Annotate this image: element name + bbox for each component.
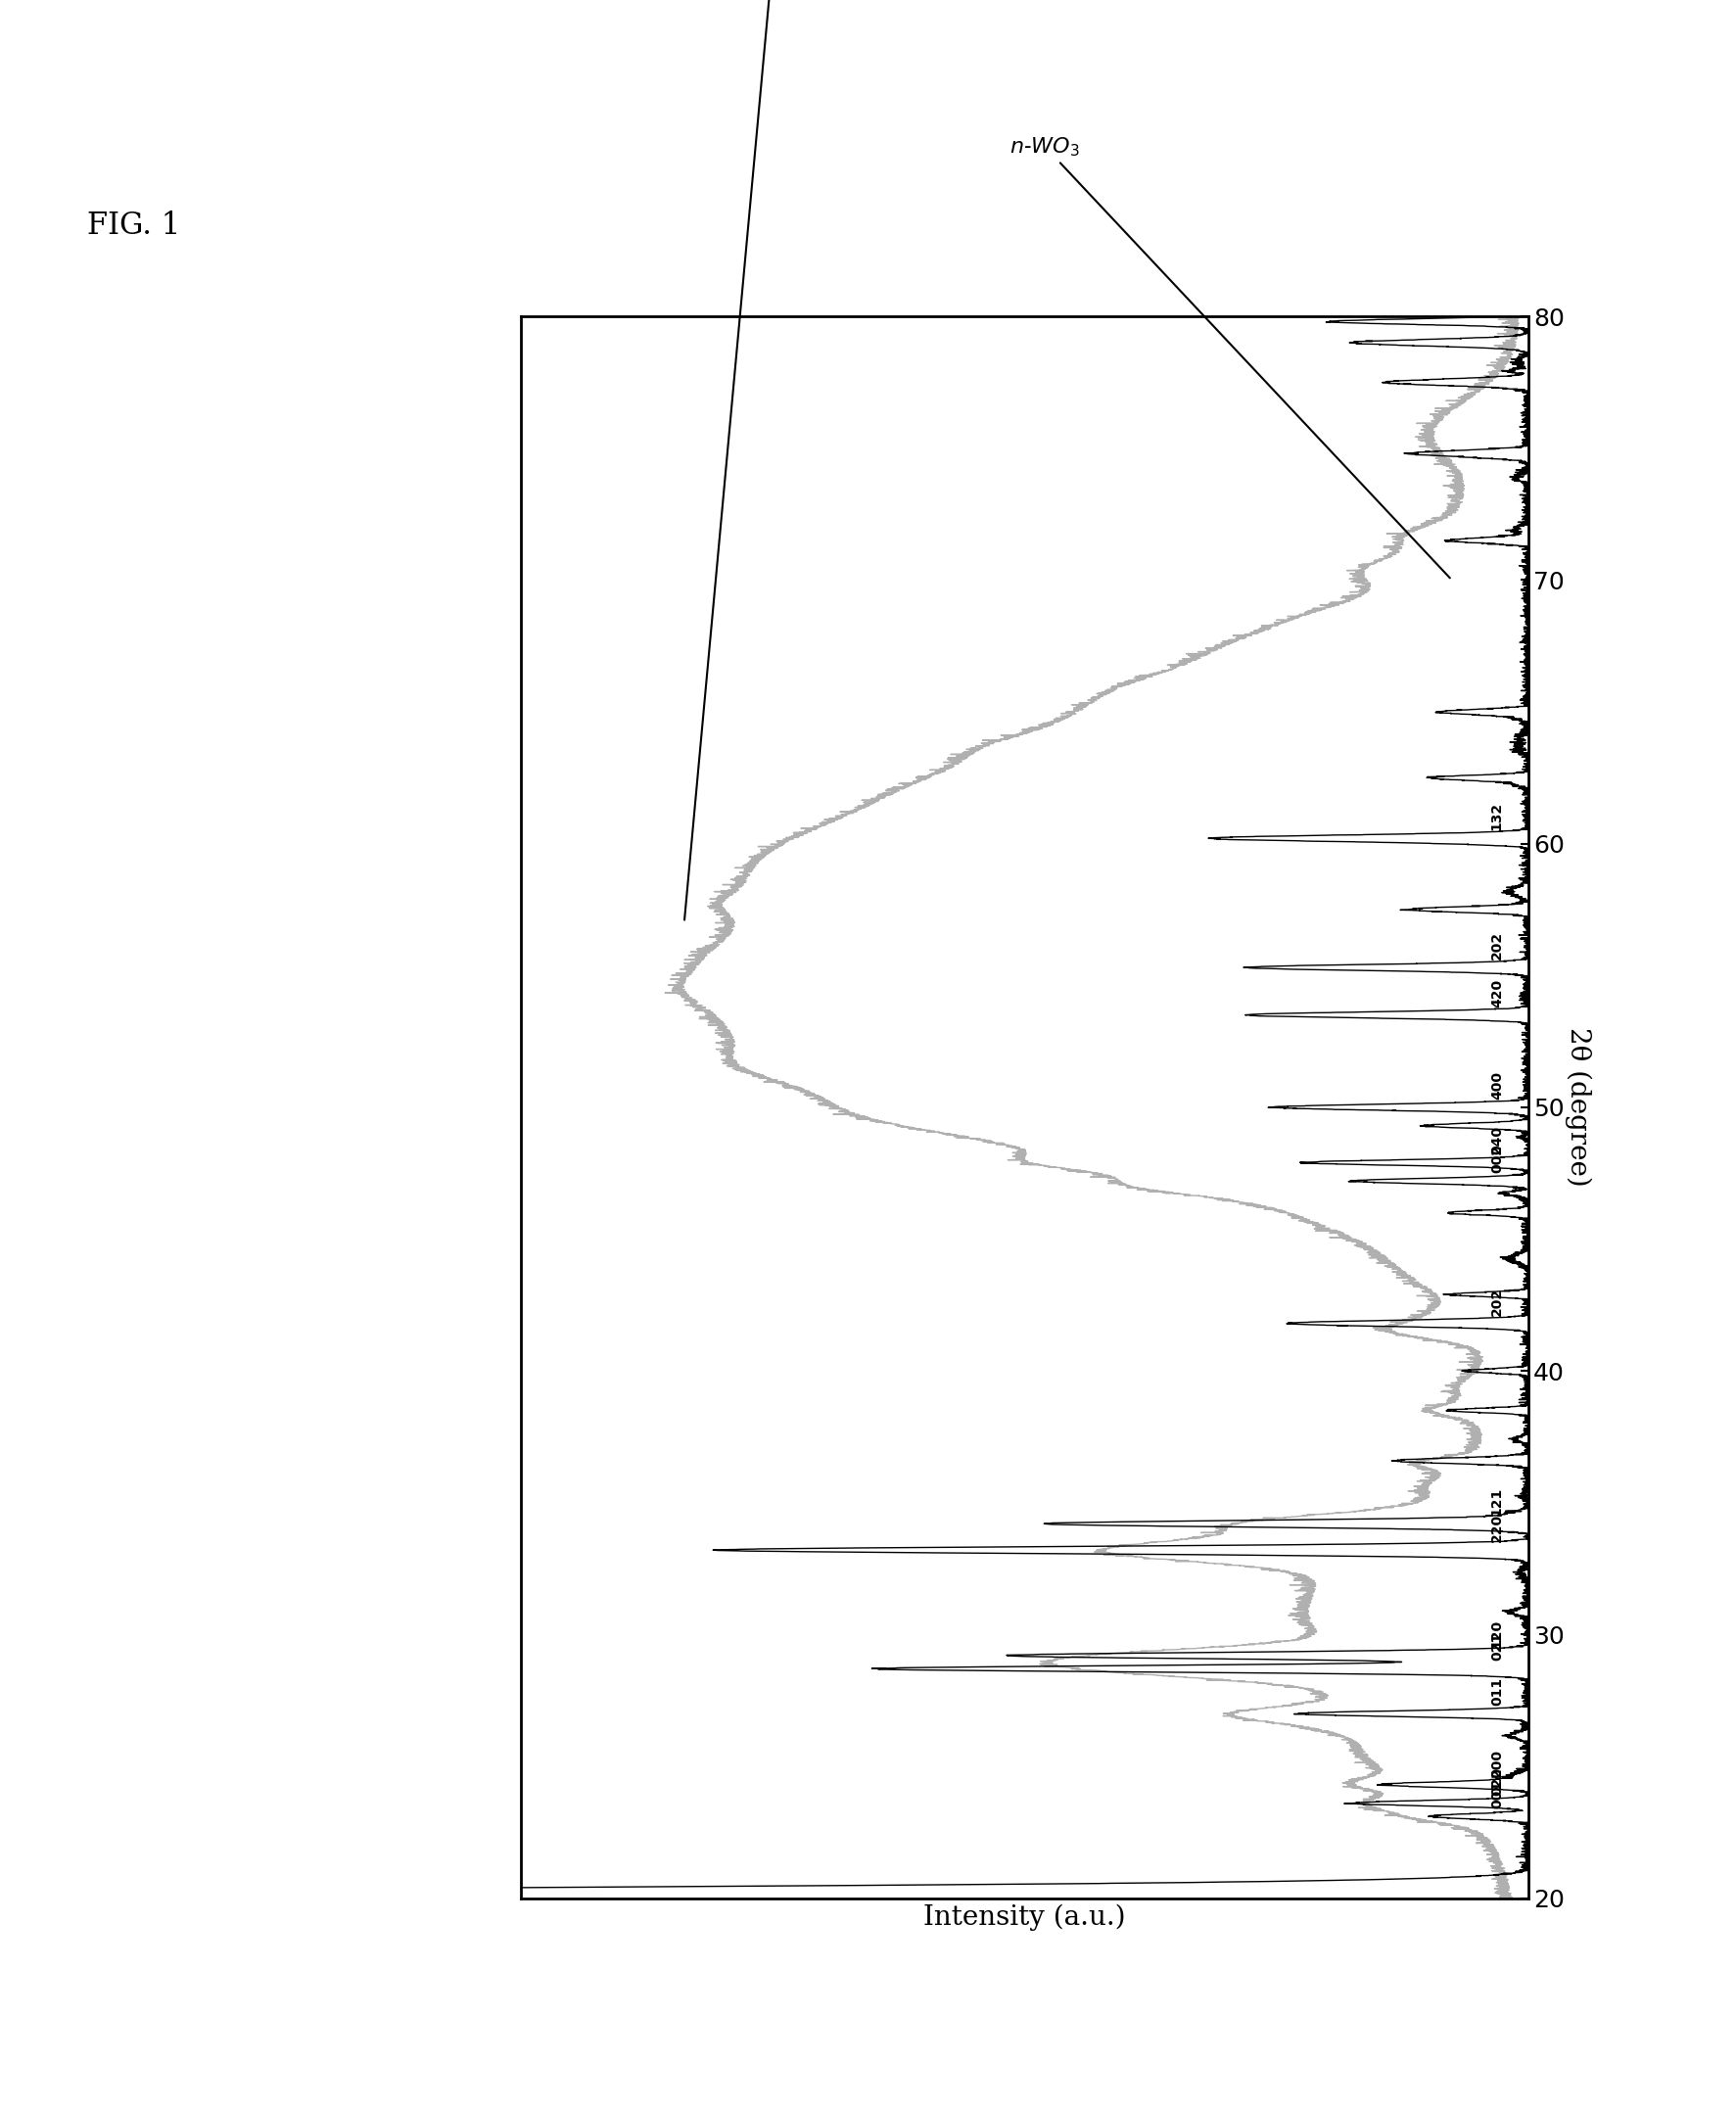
Text: 011: 011 (1489, 1677, 1503, 1706)
Text: 132: 132 (1489, 801, 1503, 831)
Text: FIG. 1: FIG. 1 (87, 211, 181, 240)
Text: $n$-$Pd$-$WO_3$: $n$-$Pd$-$WO_3$ (684, 0, 825, 920)
Text: 002: 002 (1489, 1145, 1503, 1173)
Text: 040: 040 (1489, 1126, 1503, 1156)
Text: 121: 121 (1489, 1487, 1503, 1516)
Text: 202: 202 (1489, 930, 1503, 960)
Text: 120: 120 (1489, 1620, 1503, 1647)
X-axis label: Intensity (a.u.): Intensity (a.u.) (924, 1904, 1125, 1930)
Text: 021: 021 (1489, 1632, 1503, 1662)
Text: 400: 400 (1489, 1071, 1503, 1099)
Text: 200: 200 (1489, 1748, 1503, 1776)
Y-axis label: 2θ (degree): 2θ (degree) (1564, 1027, 1590, 1187)
Text: 420: 420 (1489, 979, 1503, 1008)
Text: 220: 220 (1489, 1514, 1503, 1542)
Text: 202: 202 (1489, 1286, 1503, 1316)
Text: 020: 020 (1489, 1767, 1503, 1795)
Text: $n$-$WO_3$: $n$-$WO_3$ (1009, 135, 1450, 578)
Text: 001: 001 (1489, 1780, 1503, 1807)
